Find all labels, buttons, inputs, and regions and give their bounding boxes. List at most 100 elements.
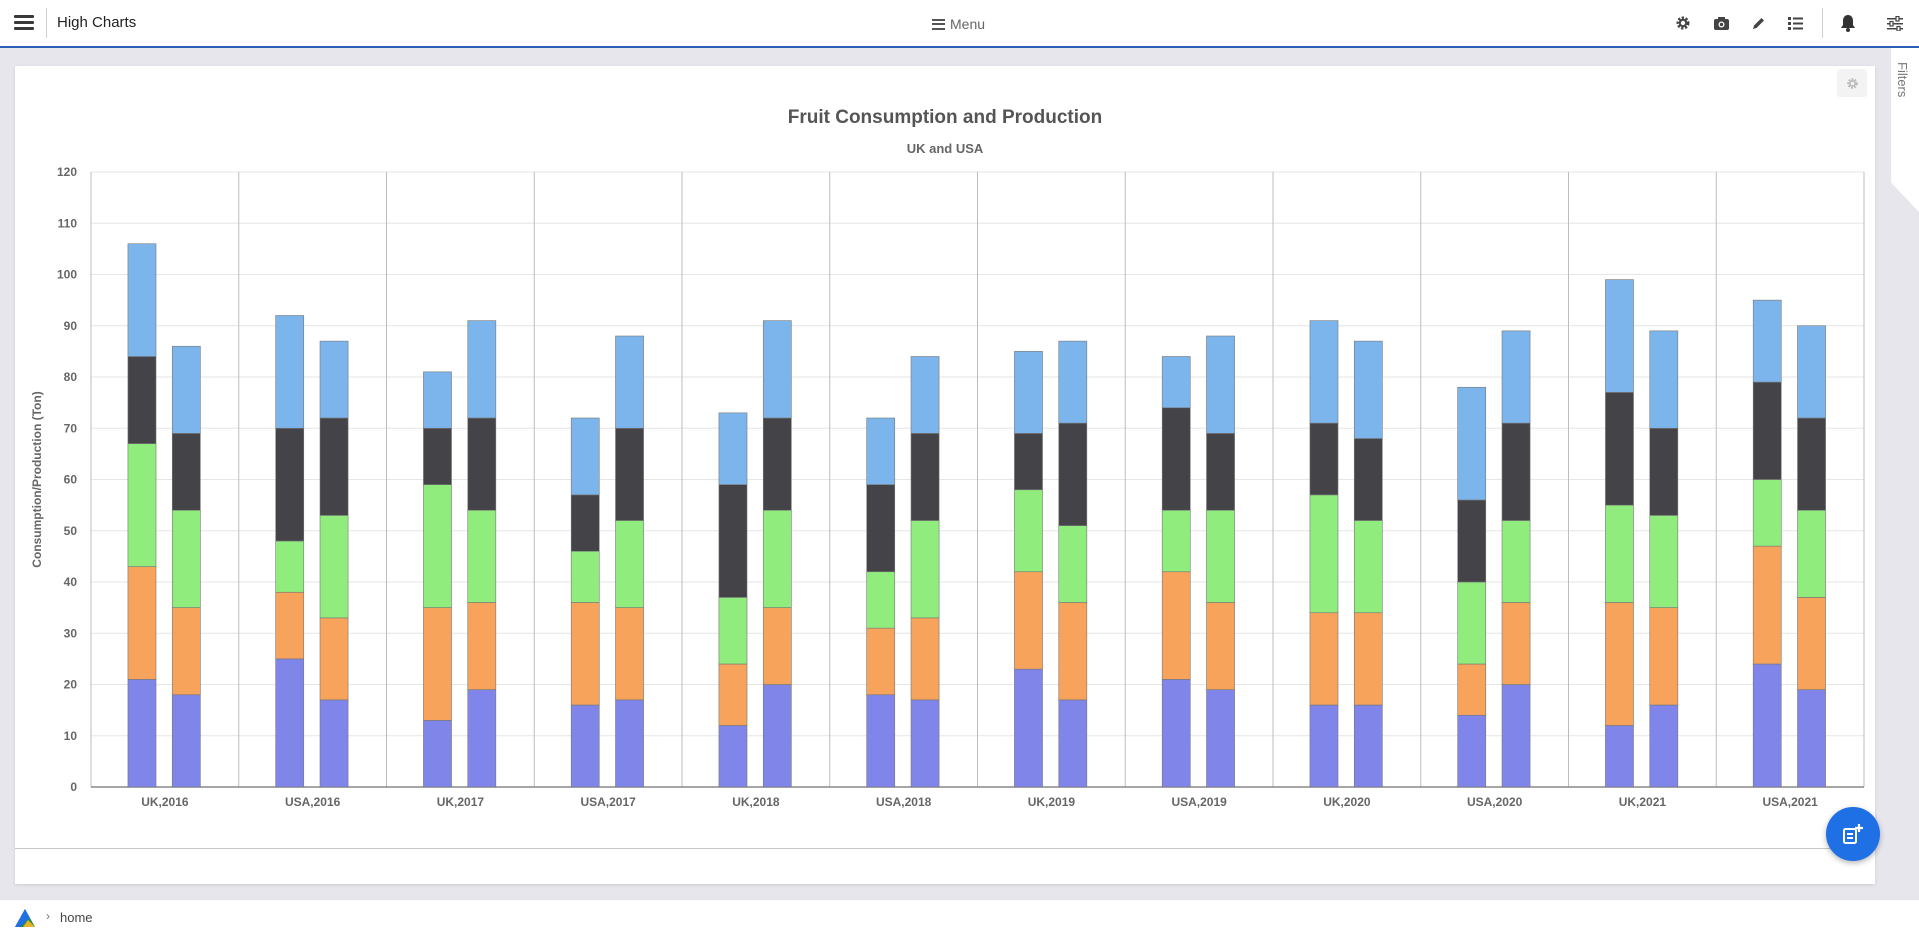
bar-segment (866, 627, 896, 696)
top-bar: High Charts Menu (0, 0, 1919, 48)
y-tick-label: 100 (57, 268, 77, 282)
bar-segment (171, 694, 201, 788)
bar-segment (615, 607, 644, 701)
bar-segment (1309, 494, 1339, 614)
bar-segment (762, 320, 792, 419)
y-tick-label: 120 (57, 165, 77, 179)
bar-segment (1206, 509, 1235, 603)
bar-segment (1501, 684, 1531, 788)
bar-segment (423, 427, 452, 485)
bar-segment (1457, 663, 1487, 716)
bar-segment (1797, 325, 1826, 419)
stacked-column-chart: Fruit Consumption and Production UK and U… (30, 107, 1865, 809)
bar-segment (1161, 356, 1191, 409)
hamburger-menu-icon[interactable] (14, 15, 34, 31)
bar-segment (1501, 422, 1531, 521)
bar-segment (1353, 438, 1383, 521)
bar-segment (423, 371, 452, 429)
y-tick-label: 50 (64, 524, 78, 538)
bar-segment (467, 602, 497, 690)
chart-title: Fruit Consumption and Production (788, 107, 1103, 128)
bar-segment (866, 484, 896, 573)
filters-tab[interactable]: Filters (1891, 48, 1919, 212)
add-widget-icon (1843, 824, 1863, 844)
menu-button[interactable]: Menu (932, 16, 985, 32)
x-tick-label: UK,2021 (1619, 795, 1667, 809)
bar-segment (1752, 663, 1782, 788)
bar-segment (1797, 417, 1826, 511)
bar-segment (1353, 340, 1383, 439)
x-tick-label: UK,2018 (732, 795, 780, 809)
bar-segment (1014, 433, 1043, 491)
bar-segment (910, 356, 940, 434)
bar-segment (1797, 509, 1826, 598)
bar-segment (1605, 504, 1634, 603)
bar-segment (1649, 607, 1679, 706)
bar-segment (275, 427, 305, 542)
app-logo-icon[interactable] (14, 908, 36, 928)
bar-segment (1605, 725, 1634, 788)
x-tick-label: USA,2021 (1762, 795, 1818, 809)
bar-segment (570, 494, 600, 552)
bar-segment (762, 607, 792, 685)
bar-segment (1605, 392, 1634, 506)
bar-segment (762, 417, 792, 511)
gear-icon[interactable] (1673, 13, 1693, 33)
bar-segment (615, 427, 644, 521)
bar-segment (1752, 381, 1782, 480)
bar-segment (1014, 351, 1043, 434)
bar-segment (171, 509, 201, 608)
chart-settings-gear-icon[interactable] (1837, 69, 1867, 97)
x-tick-label: UK,2017 (437, 795, 485, 809)
y-tick-label: 30 (64, 626, 78, 640)
bar-segment (762, 684, 792, 788)
floating-action-button[interactable] (1826, 807, 1880, 861)
bar-segment (1752, 479, 1782, 547)
bar-segment (1649, 427, 1679, 516)
bar-segment (467, 320, 497, 419)
bar-segment (127, 356, 157, 444)
bar-segment (1206, 433, 1235, 511)
footer-bar: › home (0, 900, 1919, 935)
x-tick-label: UK,2019 (1028, 795, 1076, 809)
bar-segment (1309, 422, 1339, 496)
icon-separator (1822, 8, 1823, 38)
bar-segment (1752, 545, 1782, 665)
bar-segment (718, 412, 748, 485)
menu-icon (932, 18, 945, 30)
bar-segment (127, 443, 157, 567)
bar-segment (275, 658, 305, 788)
title-separator (46, 8, 47, 38)
bar-segment (718, 484, 748, 598)
pencil-icon[interactable] (1748, 13, 1768, 33)
bar-segment (1161, 571, 1191, 680)
bar-segment (718, 663, 748, 726)
bar-segment (1501, 602, 1531, 685)
menu-label: Menu (950, 16, 986, 32)
bar-segment (1353, 612, 1383, 706)
card-divider (15, 848, 1875, 849)
x-tick-label: UK,2020 (1323, 795, 1371, 809)
bar-segment (171, 607, 201, 696)
bar-segment (1309, 612, 1339, 706)
bar-segment (1501, 520, 1531, 603)
bar-segment (319, 417, 349, 516)
bar-segment (319, 617, 349, 701)
bar-segment (1014, 489, 1043, 573)
bar-segment (1457, 499, 1487, 583)
list-icon[interactable] (1785, 13, 1805, 33)
bar-segment (762, 509, 792, 608)
bell-icon[interactable] (1838, 13, 1858, 33)
bar-segment (1649, 330, 1679, 429)
bar-segment (570, 704, 600, 788)
sliders-icon[interactable] (1885, 13, 1905, 33)
chart-card: Fruit Consumption and Production UK and U… (15, 66, 1875, 884)
camera-icon[interactable] (1711, 13, 1731, 33)
bar-segment (615, 699, 644, 788)
bar-segment (570, 550, 600, 603)
bar-segment (127, 243, 157, 357)
breadcrumb-home[interactable]: home (60, 910, 93, 925)
y-tick-label: 70 (64, 421, 78, 435)
y-tick-label: 110 (58, 216, 78, 230)
x-tick-label: USA,2018 (876, 795, 932, 809)
